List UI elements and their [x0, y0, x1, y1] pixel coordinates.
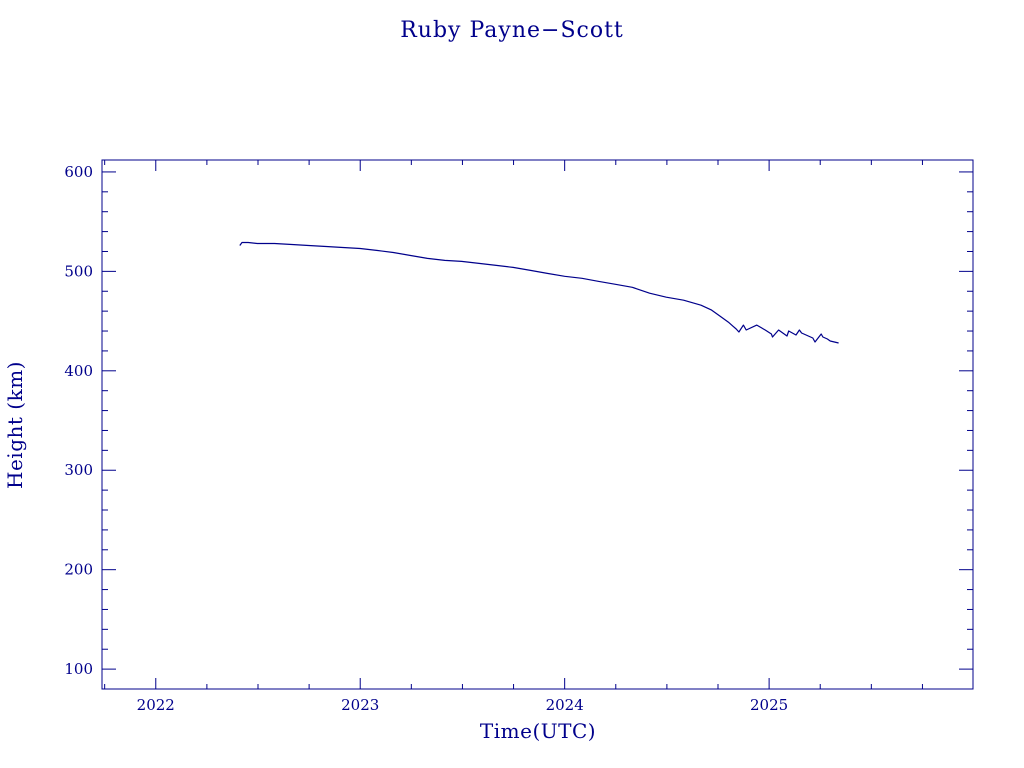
y-tick-label: 200 — [64, 561, 93, 579]
axis-ticks — [102, 160, 973, 690]
y-tick-label: 600 — [64, 163, 93, 181]
y-tick-label: 400 — [64, 362, 93, 380]
x-axis-label: Time(UTC) — [480, 719, 596, 743]
y-tick-label: 300 — [64, 461, 93, 479]
x-tick-label: 2025 — [750, 696, 788, 714]
x-tick-label: 2022 — [137, 696, 175, 714]
series-line — [239, 241, 839, 344]
chart-title: Ruby Payne−Scott — [400, 18, 624, 43]
series-layer — [239, 241, 839, 344]
x-tick-label: 2023 — [341, 696, 379, 714]
x-tick-labels: 2022 2023 2024 2025 — [137, 696, 789, 714]
plot-frame — [101, 159, 974, 690]
y-tick-label: 100 — [64, 660, 93, 678]
y-axis-label: Height (km) — [3, 361, 27, 489]
x-tick-label: 2024 — [546, 696, 584, 714]
y-tick-labels: 100 200 300 400 500 600 — [64, 163, 93, 678]
y-tick-label: 500 — [64, 262, 93, 280]
